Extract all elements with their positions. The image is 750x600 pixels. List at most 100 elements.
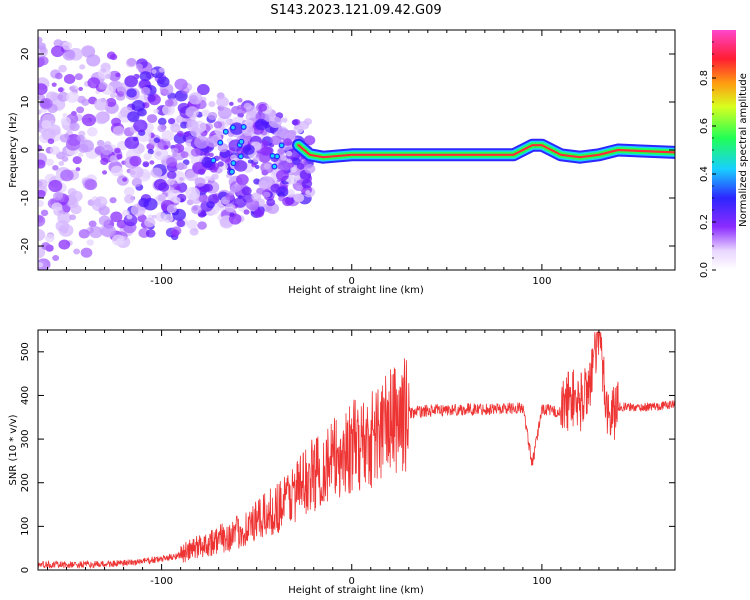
heatmap-cell [186,219,198,230]
heatmap-cell [157,117,167,126]
heatmap-cell [41,242,51,250]
heatmap-cell [111,117,121,127]
heatmap-cell [203,151,210,157]
heatmap-cell [236,174,249,186]
heatmap-cell [151,214,157,219]
heatmap-cell [124,194,135,204]
heatmap-cell [142,172,151,179]
heatmap-cell [129,155,142,167]
heatmap-cell [163,145,169,150]
heatmap-cell [73,248,81,255]
heatmap-cell [124,75,138,88]
heatmap-cell [237,109,243,114]
heatmap-cell [142,161,150,168]
heatmap-cell [261,139,269,147]
heatmap-cell [88,226,103,239]
heatmap-cell [38,56,49,66]
heatmap-cell [255,112,266,121]
heatmap-cell [131,177,142,187]
heatmap-cell [281,117,288,123]
heatmap-cell [292,157,301,166]
heatmap-cell [277,148,286,155]
heatmap-x-tick-label: -100 [150,276,173,287]
heatmap-cell [115,238,123,246]
heatmap-cell [100,157,109,166]
heatmap-cell [217,161,224,167]
heatmap-cell [57,94,64,100]
heatmap-cell [38,199,44,208]
heatmap-cell [269,152,276,159]
heatmap-cell [206,201,215,209]
heatmap-cell [72,156,82,165]
heatmap-cell [67,188,77,196]
heatmap-cell [38,42,46,50]
heatmap-cell [38,214,46,227]
heatmap-y-tick-label: 10 [20,96,31,109]
heatmap-cell [81,45,96,58]
heatmap-y-axis-label: Frequency (Hz) [8,112,19,188]
heatmap-cell [171,147,179,154]
heatmap-cell [189,227,199,236]
snr-y-tick-label: 100 [20,517,31,536]
heatmap-cell [112,125,125,136]
snr-y-tick-label: 300 [20,430,31,449]
snr-x-tick-label: 0 [349,576,355,587]
heatmap-cell [139,71,152,82]
heatmap-cell [58,239,71,250]
heatmap-cell [38,83,48,96]
heatmap-cell [258,103,268,112]
heatmap-cell [38,36,43,44]
heatmap-cell [213,121,223,129]
heatmap-cell [58,64,67,73]
heatmap-cell [62,113,68,118]
heatmap-cell [125,58,137,68]
heatmap-cell [229,124,236,131]
heatmap-cell [173,197,181,204]
heatmap-cell [86,127,98,137]
heatmap-cell [158,67,165,73]
heatmap-cell [163,213,174,223]
heatmap-cell [228,168,235,175]
heatmap-cell [48,179,63,193]
heatmap-cell [149,160,155,165]
heatmap-cell [153,108,159,114]
heatmap-cell [161,130,175,142]
heatmap-cell [127,111,140,123]
heatmap-cell [80,247,93,258]
snr-y-tick-label: 400 [20,386,31,405]
heatmap-cell [98,81,108,90]
heatmap-cell [86,239,94,246]
heatmap-cell [51,202,63,212]
heatmap-cell [170,123,181,133]
heatmap-cell [38,179,48,190]
heatmap-cell [114,147,121,154]
heatmap-cell [102,170,108,175]
heatmap-cell [52,254,60,262]
heatmap-cell [293,193,303,203]
heatmap-cell [47,138,55,145]
heatmap-cell [123,186,135,197]
heatmap-cell [208,101,216,108]
heatmap-cell [143,152,152,161]
colorbar-tick-label: 0.8 [699,70,710,86]
heatmap-cell [147,148,154,155]
heatmap-cell [301,179,313,189]
heatmap-cell [150,167,163,178]
heatmap-cell [78,228,90,239]
heatmap-cell [254,118,268,131]
heatmap-cell [65,138,81,151]
heatmap-cell [194,135,209,149]
heatmap-cell [253,156,260,163]
heatmap-cell [38,189,46,199]
heatmap-cell [131,100,146,112]
heatmap-cell [229,101,234,106]
heatmap-cell [79,64,86,70]
heatmap-cell [38,228,46,242]
heatmap-cell [153,137,161,143]
heatmap-cell [81,113,97,127]
heatmap-y-tick-label: -10 [20,190,31,206]
heatmap-cell [49,145,61,155]
heatmap-cell [47,124,61,136]
heatmap-cell [133,119,148,133]
